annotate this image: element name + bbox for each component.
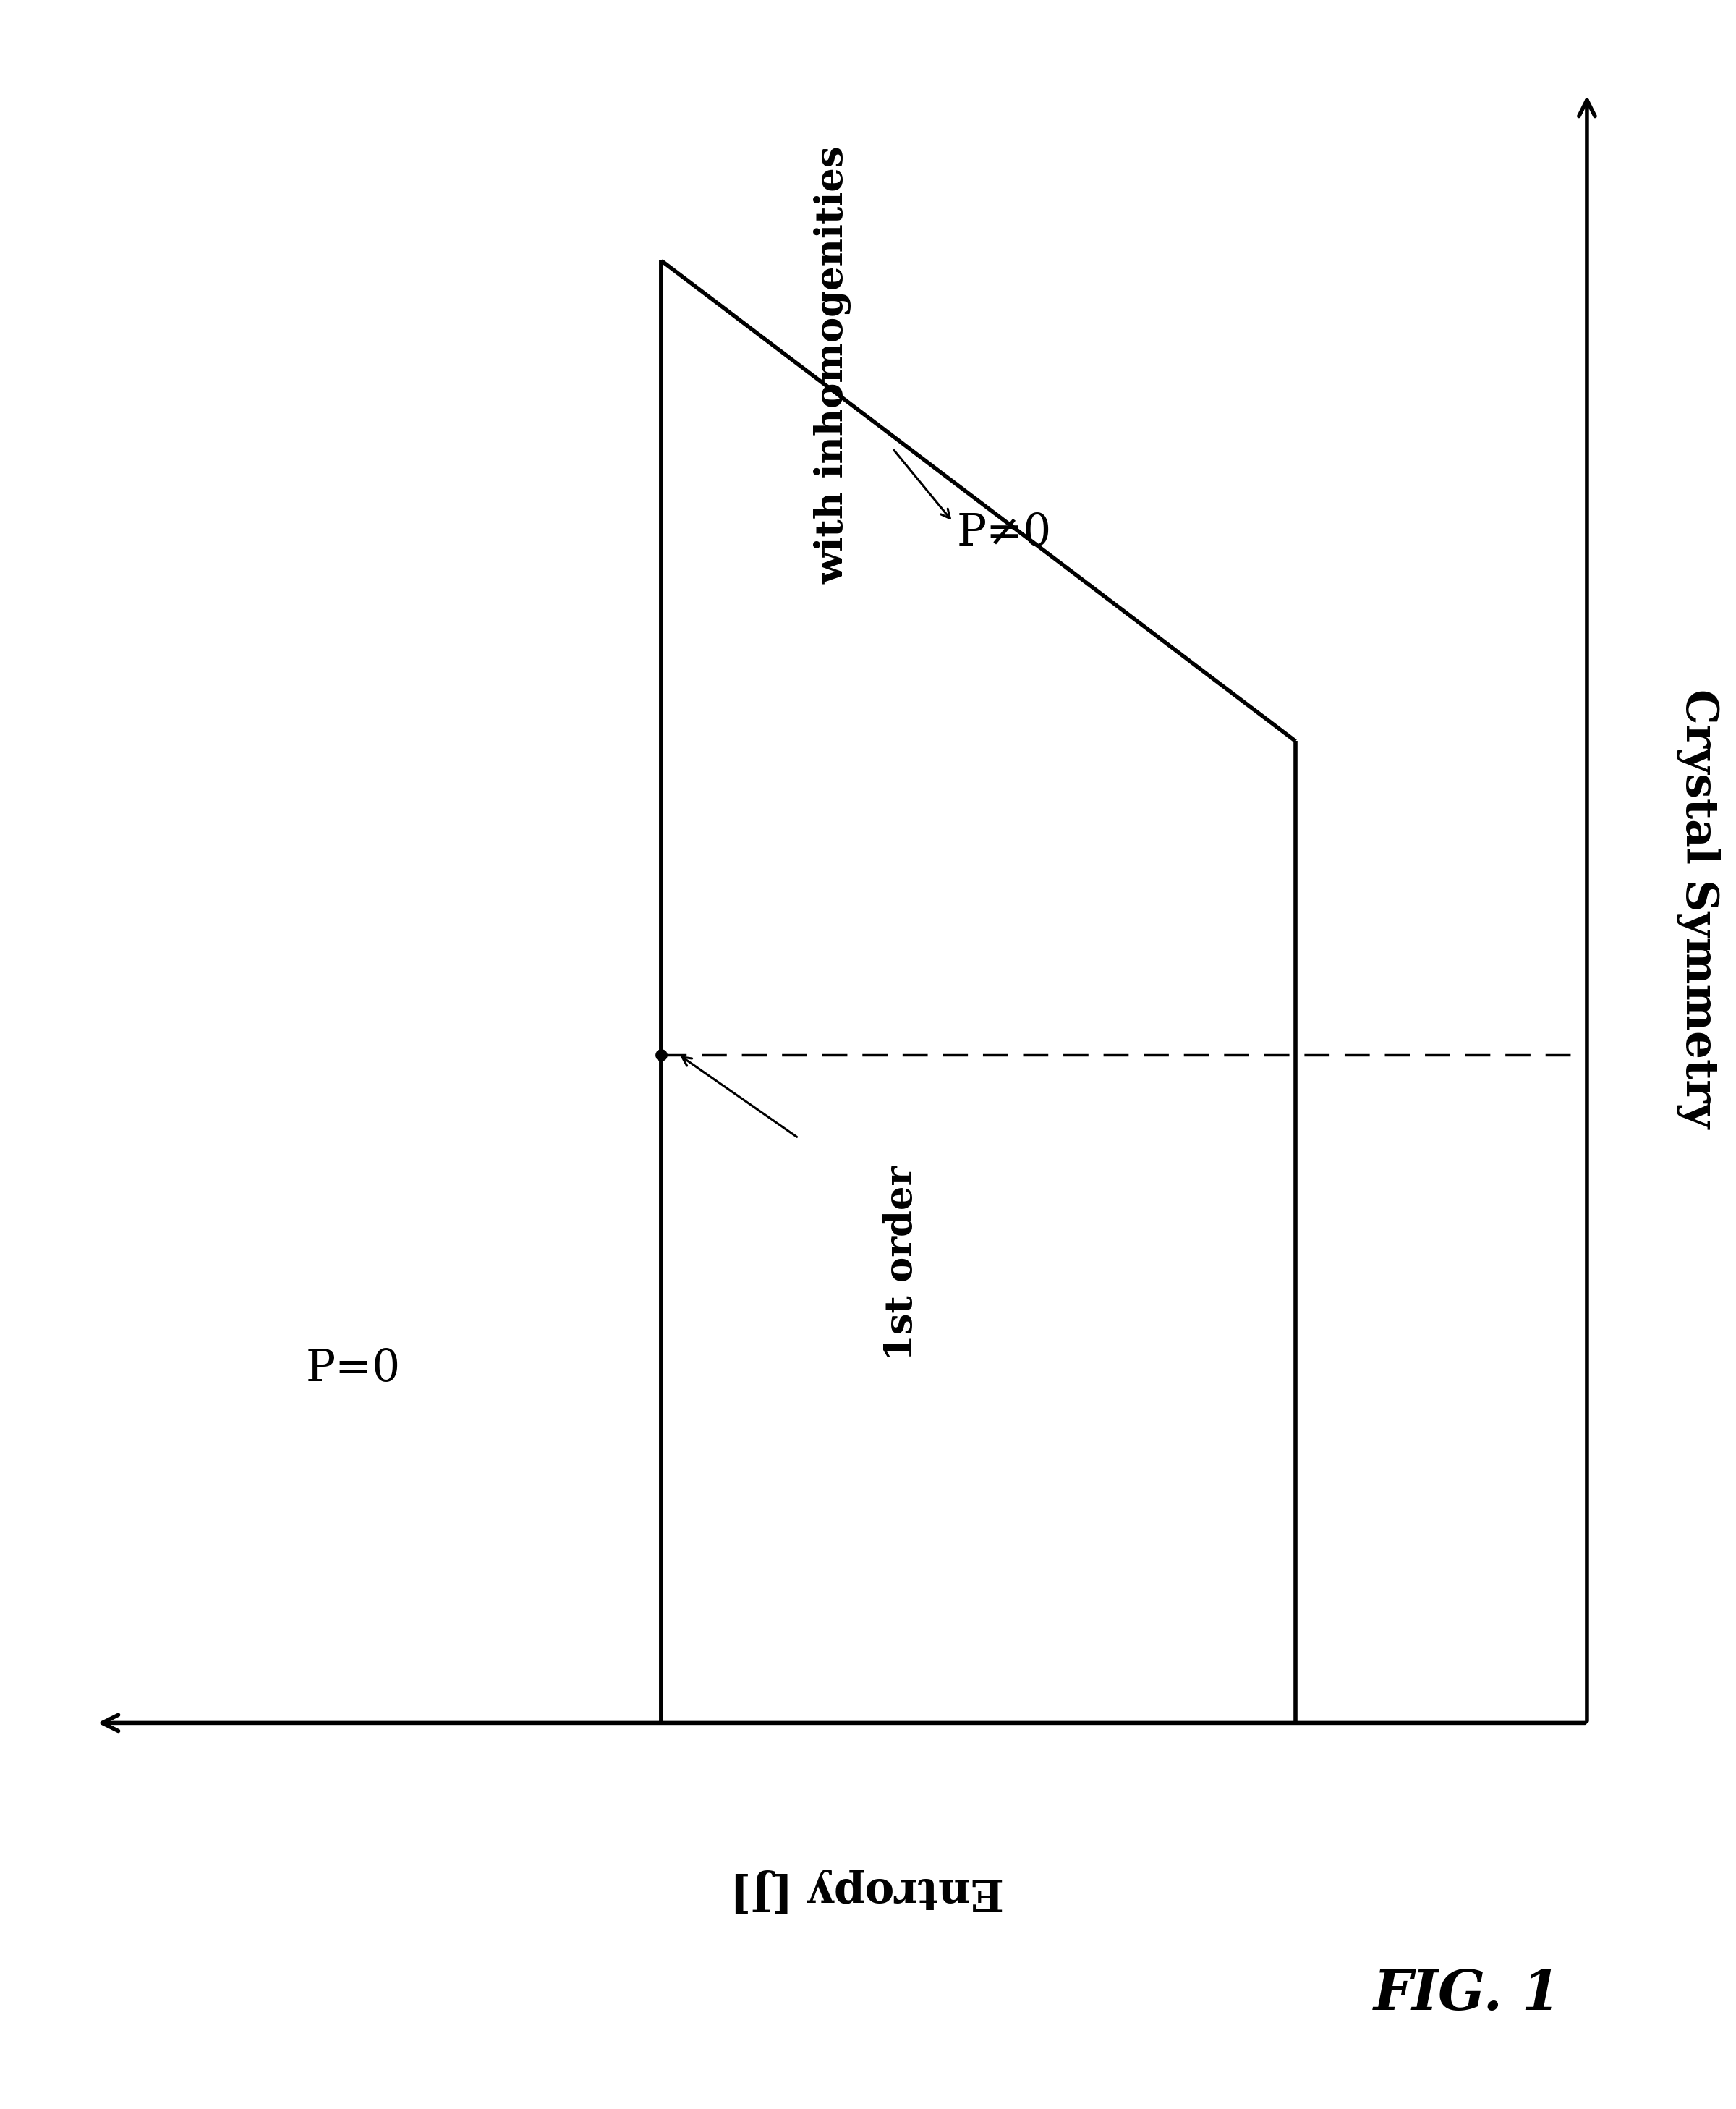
- Text: Crystal Symmetry: Crystal Symmetry: [1677, 690, 1720, 1128]
- Text: Entropy [J]: Entropy [J]: [731, 1869, 1003, 1913]
- Text: FIG. 1: FIG. 1: [1373, 1968, 1561, 2020]
- Text: P=0: P=0: [306, 1346, 401, 1390]
- Text: P≠0: P≠0: [957, 510, 1052, 555]
- Text: with inhomogenities: with inhomogenities: [814, 146, 852, 584]
- Text: 1st order: 1st order: [884, 1166, 920, 1360]
